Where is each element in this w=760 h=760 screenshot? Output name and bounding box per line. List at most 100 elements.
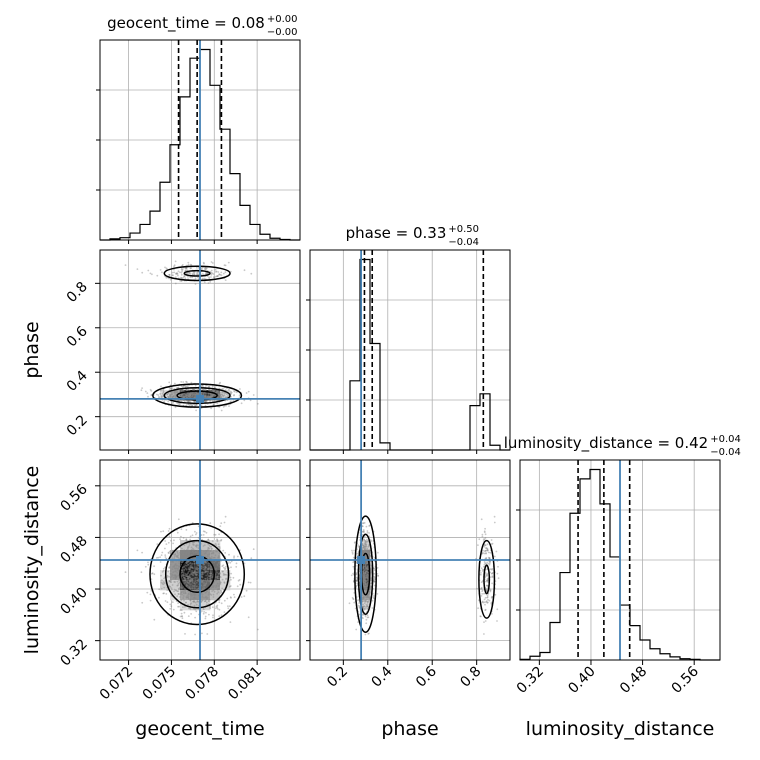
sample-point [166, 601, 169, 604]
sample-point [187, 576, 190, 578]
sample-point [208, 544, 211, 547]
sample-point [366, 584, 368, 587]
sample-point [200, 268, 203, 271]
sample-point [192, 392, 195, 395]
sample-point [351, 551, 354, 554]
sample-point [204, 600, 207, 603]
sample-point [364, 572, 367, 574]
sample-point [168, 273, 171, 276]
sample-point [486, 579, 489, 582]
sample-point [218, 396, 220, 399]
sample-point [181, 575, 184, 578]
sample-point [185, 394, 187, 397]
sample-point [212, 389, 214, 392]
sample-point [185, 573, 188, 576]
sample-point [366, 576, 369, 578]
sample-point [160, 554, 163, 556]
sample-point [204, 566, 207, 569]
sample-point [220, 590, 223, 593]
sample-point [210, 568, 212, 571]
sample-point [177, 386, 180, 389]
sample-point [351, 552, 354, 555]
sample-point [228, 405, 230, 407]
sample-point [200, 565, 203, 568]
sample-point [189, 591, 192, 594]
sample-point [182, 566, 185, 568]
sample-point [219, 396, 222, 398]
sample-point [190, 583, 192, 586]
sample-point [182, 381, 185, 383]
sample-point [222, 574, 225, 576]
sample-point [192, 571, 194, 574]
sample-point [233, 593, 235, 596]
sample-point [185, 272, 188, 275]
sample-point [210, 396, 213, 398]
sample-point [177, 574, 180, 577]
sample-point [362, 570, 365, 572]
sample-point [188, 607, 190, 610]
sample-point [180, 394, 183, 397]
sample-point [187, 549, 190, 552]
sample-point [193, 562, 196, 565]
sample-point [168, 396, 171, 399]
sample-point [211, 576, 214, 579]
sample-point [194, 570, 196, 573]
sample-point [197, 392, 200, 395]
sample-point [204, 570, 207, 573]
sample-point [366, 563, 369, 565]
sample-point [364, 578, 367, 580]
sample-point [190, 551, 192, 554]
sample-point [188, 575, 191, 577]
sample-point [184, 572, 187, 575]
sample-point [188, 546, 190, 548]
sample-point [191, 395, 193, 398]
sample-point [197, 553, 199, 556]
sample-point [226, 393, 228, 396]
sample-point [203, 262, 205, 265]
sample-point [188, 579, 191, 582]
density-cell [210, 570, 221, 581]
sample-point [216, 556, 219, 559]
sample-point [210, 557, 212, 560]
sample-point [211, 547, 213, 550]
sample-point [211, 395, 214, 398]
sample-point [169, 278, 172, 281]
sample-point [365, 549, 368, 552]
sample-point [224, 279, 227, 281]
sample-point [491, 542, 494, 545]
sample-point [189, 392, 192, 395]
sample-point [191, 584, 194, 587]
sample-point [216, 576, 219, 578]
x-tick-label: 0.078 [182, 664, 222, 704]
sample-point [211, 394, 214, 397]
hist-panel-luminosity_distance [516, 459, 721, 661]
sample-point [180, 393, 183, 396]
sample-point [216, 608, 219, 610]
sample-point [208, 568, 210, 571]
sample-point [362, 544, 364, 547]
sample-point [369, 591, 372, 594]
sample-point [170, 393, 173, 395]
sample-point [184, 564, 187, 567]
sample-point [245, 392, 248, 394]
sample-point [177, 274, 179, 277]
sample-point [233, 556, 235, 559]
sample-point [204, 395, 207, 397]
sample-point [175, 554, 178, 557]
sample-point [165, 276, 168, 279]
sample-point [212, 614, 214, 617]
sample-point [362, 546, 364, 549]
sample-point [193, 392, 196, 395]
sample-point [373, 557, 376, 559]
sample-point [168, 394, 171, 396]
sample-point [161, 579, 163, 581]
sample-point [491, 572, 494, 575]
sample-point [362, 572, 365, 575]
sample-point [480, 595, 483, 597]
sample-point [497, 577, 500, 580]
sample-point [240, 596, 243, 598]
density-cell [220, 580, 231, 591]
sample-point [366, 575, 368, 578]
sample-point [210, 269, 213, 272]
sample-point [175, 589, 178, 592]
